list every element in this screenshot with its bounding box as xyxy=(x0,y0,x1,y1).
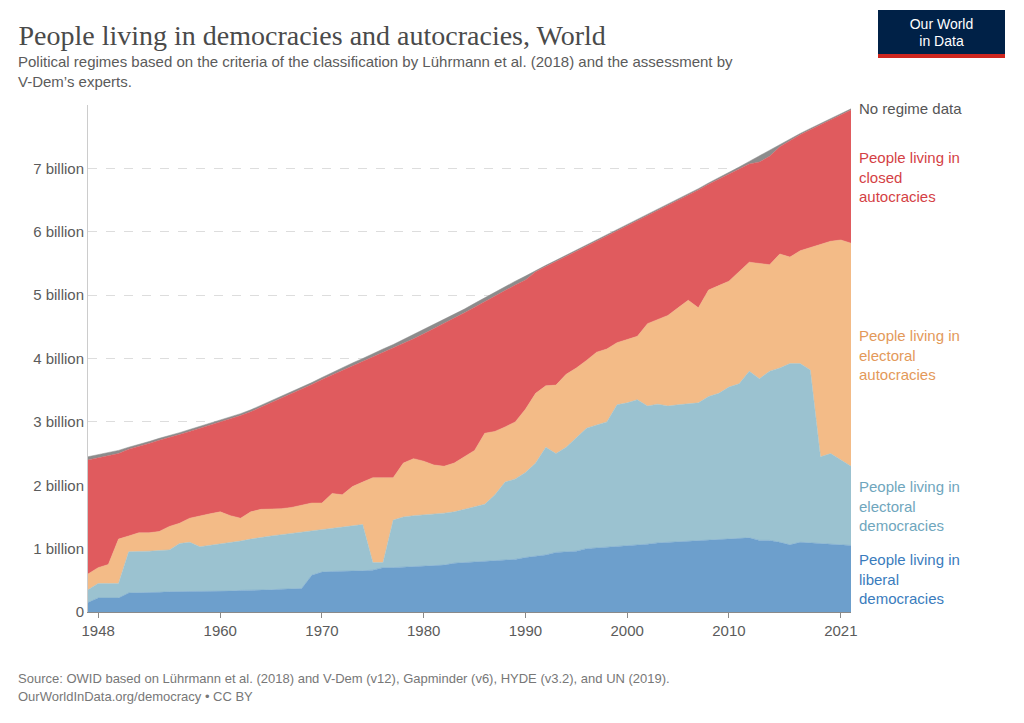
svg-text:1980: 1980 xyxy=(407,622,440,639)
svg-text:2000: 2000 xyxy=(611,622,644,639)
svg-text:No regime data: No regime data xyxy=(859,100,962,117)
svg-text:2 billion: 2 billion xyxy=(33,477,84,494)
svg-text:5 billion: 5 billion xyxy=(33,286,84,303)
svg-text:People living in democracies a: People living in democracies and autocra… xyxy=(18,20,605,51)
html-text:Political regimes based on the: Political regimes based on the criteria … xyxy=(18,53,733,70)
html-text:OurWorldInData.org/democracy •: OurWorldInData.org/democracy • CC BY xyxy=(18,689,253,704)
svg-text:2021: 2021 xyxy=(824,622,857,639)
svg-text:1 billion: 1 billion xyxy=(33,540,84,557)
svg-text:1990: 1990 xyxy=(509,622,542,639)
svg-text:People living inelectoraldemoc: People living inelectoraldemocracies xyxy=(859,478,960,534)
html-text:Our World: Our World xyxy=(909,16,974,32)
svg-text:0: 0 xyxy=(76,603,84,620)
svg-text:2010: 2010 xyxy=(712,622,745,639)
svg-text:1960: 1960 xyxy=(204,622,237,639)
html-text:in Data: in Data xyxy=(919,33,964,49)
svg-text:1948: 1948 xyxy=(81,622,114,639)
svg-text:3 billion: 3 billion xyxy=(33,413,84,430)
svg-text:1970: 1970 xyxy=(305,622,338,639)
svg-text:People living inliberaldemocra: People living inliberaldemocracies xyxy=(859,551,960,607)
svg-text:People living inclosedautocrac: People living inclosedautocracies xyxy=(859,149,960,205)
svg-text:People living inelectoralautoc: People living inelectoralautocracies xyxy=(859,327,960,383)
svg-text:6 billion: 6 billion xyxy=(33,223,84,240)
svg-text:7 billion: 7 billion xyxy=(33,160,84,177)
html-text:Source: OWID based on Lührmann: Source: OWID based on Lührmann et al. (2… xyxy=(18,671,670,686)
html-text:V-Dem’s experts.: V-Dem’s experts. xyxy=(18,73,132,90)
svg-text:4 billion: 4 billion xyxy=(33,350,84,367)
